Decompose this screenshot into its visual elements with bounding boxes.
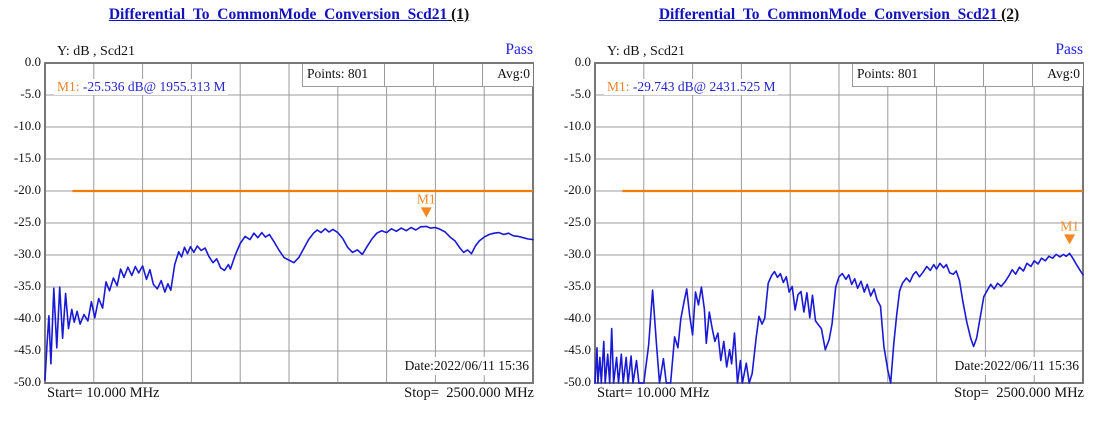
pass-status: Pass [505, 41, 533, 58]
marker-label: M1 [417, 191, 436, 206]
header-band: Points: 801 Avg:0 [302, 64, 533, 87]
header-divider [1032, 64, 1033, 86]
y-tick-label: -5.0 [20, 86, 41, 101]
y-tick-label: -10.0 [13, 118, 41, 133]
chart-title-index: (1) [447, 6, 470, 23]
y-tick-label: -35.0 [13, 278, 41, 293]
marker-readout-value: -25.536 dB@ 1955.313 M [82, 79, 226, 94]
y-tick-label: -35.0 [563, 278, 591, 293]
y-tick-label: -40.0 [563, 310, 591, 325]
chart-title-text: Differential_To_CommonMode_Conversion_Sc… [108, 6, 448, 23]
header-divider [433, 64, 434, 86]
marker-readout-prefix: M1: [57, 79, 83, 94]
marker-triangle [420, 207, 432, 218]
header-divider [934, 64, 935, 86]
marker-label: M1 [1060, 218, 1079, 233]
y-tick-label: -15.0 [563, 150, 591, 165]
y-tick-label: -10.0 [563, 118, 591, 133]
y-tick-label: -15.0 [13, 150, 41, 165]
y-tick-label: -25.0 [13, 214, 41, 229]
y-tick-labels: 0.0 -5.0 -10.0 -15.0 -20.0 -25.0 -30.0 -35.0 -40… [550, 0, 591, 424]
y-tick-label: -30.0 [563, 246, 591, 261]
y-tick-labels: 0.0 -5.0 -10.0 -15.0 -20.0 -25.0 -30.0 -35.0 -40… [0, 0, 41, 424]
chart-panel: M1 Differential_To_CommonMode_Conversion… [0, 0, 534, 424]
chart-title-index: (2) [997, 6, 1020, 23]
date-label: Date:2022/06/11 15:36 [402, 357, 531, 375]
chart-title-text: Differential_To_CommonMode_Conversion_Sc… [658, 6, 998, 23]
chart-title: Differential_To_CommonMode_Conversion_Sc… [595, 6, 1083, 24]
header-divider [384, 64, 385, 86]
date-label: Date:2022/06/11 15:36 [952, 357, 1081, 375]
y-tick-label: 0.0 [574, 54, 591, 69]
trace-line [44, 225, 534, 381]
marker-readout-value: -29.743 dB@ 2431.525 M [632, 79, 776, 94]
avg-label: Avg:0 [1047, 66, 1080, 81]
y-axis-caption: Y: dB , Scd21 [607, 44, 686, 59]
points-label: Points: 801 [857, 66, 919, 81]
avg-label: Avg:0 [497, 66, 530, 81]
header-divider [983, 64, 984, 86]
marker-readout: M1: -29.743 dB@ 2431.525 M [604, 79, 779, 95]
start-frequency-label: Start= 10.000 MHz [47, 385, 160, 401]
plot-svg: M1 [44, 62, 534, 384]
y-tick-label: -50.0 [13, 374, 41, 389]
start-frequency-label: Start= 10.000 MHz [597, 385, 710, 401]
points-label: Points: 801 [307, 66, 369, 81]
y-tick-label: -40.0 [13, 310, 41, 325]
pass-status: Pass [1055, 41, 1083, 58]
marker-readout: M1: -25.536 dB@ 1955.313 M [54, 79, 229, 95]
y-tick-label: -45.0 [563, 342, 591, 357]
marker-readout-prefix: M1: [607, 79, 633, 94]
chart-panel: M1 Differential_To_CommonMode_Conversion… [550, 0, 1100, 424]
y-tick-label: -30.0 [13, 246, 41, 261]
plot-svg: M1 [594, 62, 1084, 384]
y-axis-caption: Y: dB , Scd21 [57, 44, 136, 59]
y-tick-label: -45.0 [13, 342, 41, 357]
marker-triangle [1064, 234, 1076, 245]
y-tick-label: -25.0 [563, 214, 591, 229]
y-tick-label: -20.0 [13, 182, 41, 197]
stop-frequency-label: Stop= 2500.000 MHz [954, 385, 1084, 401]
header-band: Points: 801 Avg:0 [852, 64, 1083, 87]
trace-line [594, 252, 1084, 384]
y-tick-label: -50.0 [563, 374, 591, 389]
plot-border [594, 62, 1084, 384]
y-tick-label: -20.0 [563, 182, 591, 197]
stop-frequency-label: Stop= 2500.000 MHz [404, 385, 534, 401]
chart-title: Differential_To_CommonMode_Conversion_Sc… [45, 6, 533, 24]
header-divider [482, 64, 483, 86]
plot-border [44, 62, 534, 384]
y-tick-label: 0.0 [24, 54, 41, 69]
y-tick-label: -5.0 [570, 86, 591, 101]
